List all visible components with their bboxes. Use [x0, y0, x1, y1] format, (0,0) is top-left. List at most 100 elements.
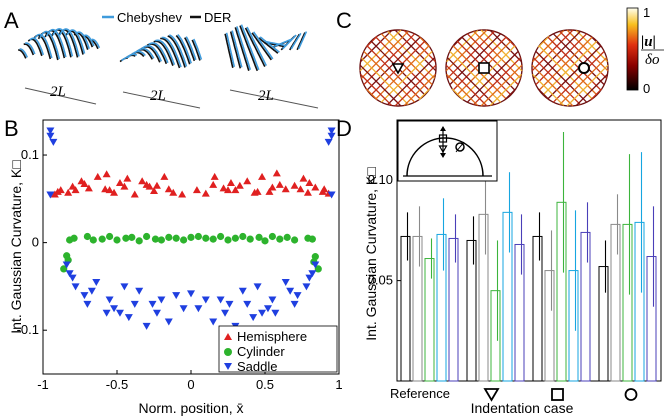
plot-b-ylabel: Int. Gaussian Curvature, K□ [8, 160, 24, 334]
point-saddle [216, 296, 225, 304]
point-saddle [286, 287, 295, 295]
point-cylinder [106, 232, 114, 241]
point-cylinder [128, 233, 136, 241]
bar [424, 258, 435, 382]
sphere-rib [363, 50, 416, 103]
panel-c-spheres [359, 29, 609, 107]
point-saddle [305, 274, 314, 282]
point-cylinder [268, 232, 276, 241]
bar [610, 223, 621, 382]
point-saddle [62, 261, 71, 269]
bar [502, 211, 513, 382]
bar [412, 235, 423, 382]
shell-line [29, 37, 45, 56]
panel-label-c: C [336, 8, 352, 33]
base-edge [229, 89, 319, 109]
sphere-rib [566, 64, 609, 107]
shell-hemisphere [18, 28, 101, 61]
point-hemisphere [64, 188, 73, 196]
point-saddle [209, 318, 218, 326]
sphere-rib [532, 57, 581, 106]
point-saddle [221, 309, 230, 317]
point-cylinder [135, 237, 143, 245]
plot-b-legend: Hemisphere Cylinder Saddle [218, 325, 338, 374]
point-saddle [46, 127, 55, 135]
shell-line [175, 35, 191, 65]
shell-saddle [224, 24, 308, 72]
bar [400, 235, 411, 382]
point-saddle [194, 305, 203, 313]
point-hemisphere [320, 185, 329, 193]
sphere-2 [445, 29, 523, 107]
point-cylinder [291, 236, 299, 244]
sphere-rib [535, 50, 588, 103]
point-saddle [148, 300, 157, 308]
point-hemisphere [115, 179, 124, 187]
shell-line [131, 50, 146, 57]
point-saddle [65, 270, 74, 278]
shell-line [224, 33, 234, 68]
point-cylinder [143, 232, 151, 241]
plot-d-category-reference: Reference [390, 386, 450, 401]
point-hemisphere [130, 190, 139, 198]
point-saddle [281, 279, 290, 287]
bar [532, 235, 543, 382]
plot-b-points [46, 127, 336, 330]
point-saddle [49, 138, 58, 146]
bar [544, 270, 555, 382]
plot-b-xtick-label: -0.5 [106, 377, 128, 392]
sphere-rib [575, 73, 608, 106]
point-hemisphere [226, 179, 235, 187]
bar [598, 266, 609, 382]
plot-d-xlabel: Indentation case [471, 400, 574, 416]
point-saddle [290, 300, 299, 308]
legend-der: DER [204, 10, 231, 25]
point-hemisphere [281, 185, 290, 193]
shell-line [177, 34, 192, 64]
shell-line [191, 39, 201, 61]
shell-line [167, 35, 186, 68]
plot-d-frame [396, 119, 662, 382]
shell-line [184, 37, 196, 62]
sphere-rib [394, 64, 437, 107]
panel-label-d: D [336, 116, 352, 141]
sphere-rib [537, 88, 550, 101]
point-hemisphere [80, 179, 89, 187]
plot-d-ytick-label: 0.05 [368, 273, 393, 288]
shell-line [39, 30, 61, 60]
inset-arrow-up-icon [440, 126, 446, 131]
point-saddle [243, 300, 252, 308]
sphere-rib [445, 64, 488, 107]
point-cylinder [217, 232, 225, 241]
shell-line [83, 34, 95, 47]
panel-a-legend: Chebyshev DER [102, 10, 231, 25]
plot-d-bars [400, 132, 657, 382]
point-saddle [324, 138, 333, 146]
point-hemisphere [53, 187, 62, 195]
sphere-rib [403, 73, 436, 106]
point-saddle [308, 270, 317, 278]
legend-marker-saddle [224, 363, 232, 370]
point-saddle [105, 296, 114, 304]
dim-label-saddle: 2L [258, 88, 274, 104]
plot-d-category-triangle-icon [483, 388, 500, 402]
point-hemisphere [265, 187, 274, 195]
bar [514, 243, 525, 382]
sphere-rib [451, 88, 464, 101]
point-hemisphere [160, 172, 169, 180]
point-cylinder [113, 236, 121, 244]
shell-line [153, 40, 174, 66]
triangle-marker-icon [391, 63, 405, 75]
point-hemisphere [253, 187, 262, 195]
point-hemisphere [93, 172, 102, 180]
dim-label-hemisphere: 2L [50, 84, 66, 100]
point-hemisphere [138, 177, 147, 185]
bar [556, 201, 567, 382]
sphere-rib [552, 50, 605, 103]
sphere-3 [531, 29, 609, 107]
point-saddle [327, 127, 336, 135]
point-hemisphere [210, 172, 219, 180]
point-saddle [71, 283, 80, 291]
inset-frame [397, 120, 498, 182]
